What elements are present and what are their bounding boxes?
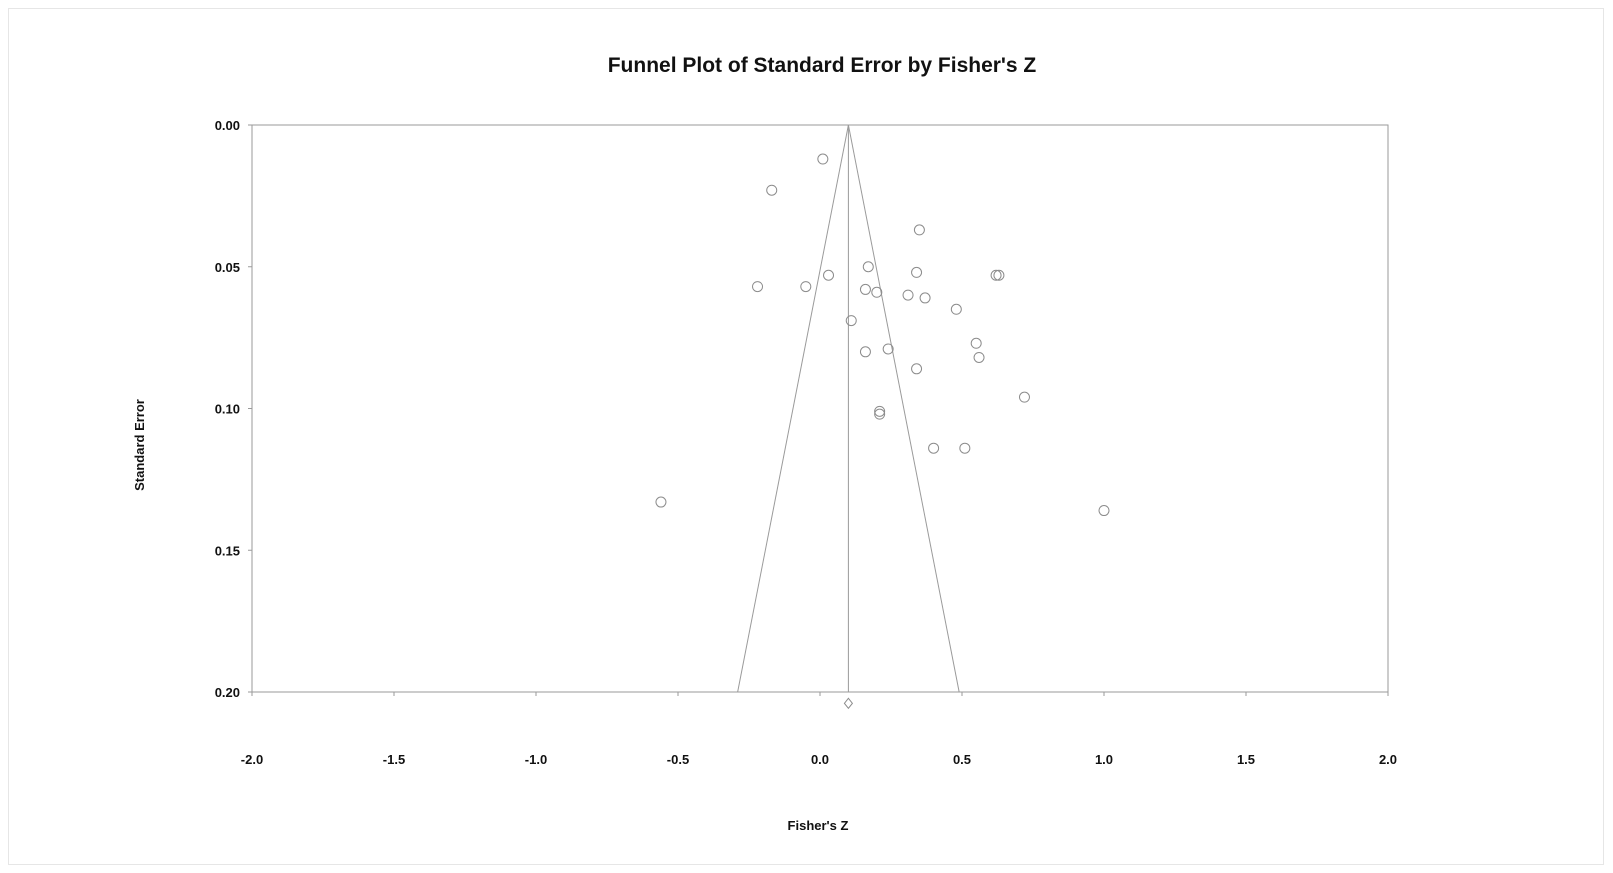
- y-tick-label: 0.05: [215, 260, 240, 275]
- y-tick-label: 0.15: [215, 543, 240, 558]
- study-point: [862, 261, 874, 273]
- funnel-right-boundary: [847, 124, 960, 693]
- study-point: [911, 266, 923, 278]
- y-tick-label: 0.00: [215, 118, 240, 133]
- x-tick-label: 2.0: [1379, 752, 1397, 767]
- study-point: [871, 286, 883, 298]
- study-point: [1098, 505, 1110, 517]
- study-point: [874, 405, 886, 417]
- study-point: [913, 224, 925, 236]
- funnel-left-boundary: [737, 124, 849, 693]
- study-point: [845, 315, 857, 327]
- study-point: [766, 184, 778, 196]
- study-point: [859, 283, 871, 295]
- x-tick-label: -2.0: [241, 752, 263, 767]
- study-point: [928, 442, 940, 454]
- study-point: [950, 303, 962, 315]
- study-point: [655, 496, 667, 508]
- study-point: [902, 289, 914, 301]
- x-tick-label: -0.5: [667, 752, 689, 767]
- combined-effect-diamond: [843, 697, 854, 710]
- x-tick-label: 1.0: [1095, 752, 1113, 767]
- x-axis-label: Fisher's Z: [788, 818, 849, 833]
- x-tick-label: -1.5: [383, 752, 405, 767]
- x-tick-label: -1.0: [525, 752, 547, 767]
- study-points: [655, 153, 1110, 517]
- x-tick-label: 1.5: [1237, 752, 1255, 767]
- study-point: [752, 281, 764, 293]
- study-point: [882, 343, 894, 355]
- y-tick-label: 0.20: [215, 685, 240, 700]
- study-point: [973, 351, 985, 363]
- chart-frame: [8, 8, 1604, 865]
- study-point: [990, 269, 1002, 281]
- study-point: [859, 346, 871, 358]
- funnel-lines: [737, 124, 960, 710]
- x-tick-label: 0.0: [811, 752, 829, 767]
- study-point: [919, 292, 931, 304]
- chart-title: Funnel Plot of Standard Error by Fisher'…: [608, 54, 1037, 77]
- study-point: [970, 337, 982, 349]
- study-point: [993, 269, 1005, 281]
- x-axis-ticks: -2.0 -1.5 -1.0 -0.5 0.0 0.5 1.0 1.5 2.0: [241, 692, 1397, 767]
- y-tick-label: 0.10: [215, 402, 240, 417]
- study-point: [874, 408, 886, 420]
- plot-area: [251, 124, 1389, 693]
- study-point: [1018, 391, 1030, 403]
- study-point: [959, 442, 971, 454]
- study-point: [823, 269, 835, 281]
- study-point: [800, 281, 812, 293]
- study-point: [817, 153, 829, 165]
- y-axis-ticks: 0.00 0.05 0.10 0.15 0.20: [215, 118, 252, 700]
- x-tick-label: 0.5: [953, 752, 971, 767]
- study-point: [911, 363, 923, 375]
- y-axis-label: Standard Error: [132, 399, 147, 491]
